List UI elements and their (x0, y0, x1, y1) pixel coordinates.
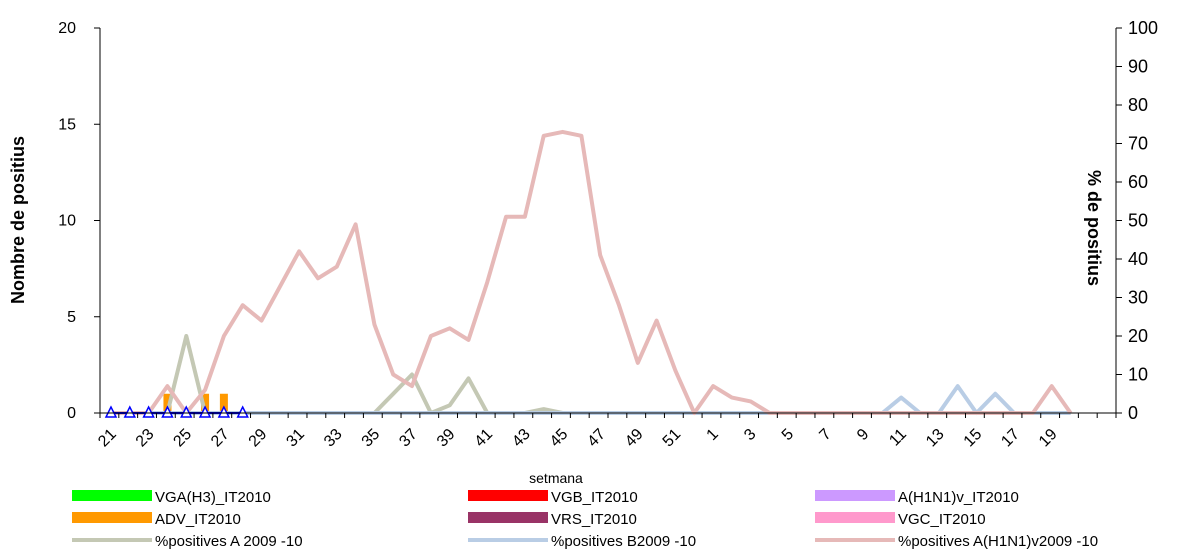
y-tick-label: 5 (67, 309, 76, 326)
y2-tick-label: 80 (1128, 95, 1148, 115)
y-axis-title: Nombre de positius (8, 136, 28, 304)
triangle-marker (217, 405, 231, 418)
line-series (111, 384, 1071, 415)
bar-ADV_IT2010 (163, 393, 172, 413)
x-tick-label: 33 (321, 426, 346, 451)
y-tick-label: 0 (67, 405, 76, 422)
y2-tick-label: 0 (1128, 403, 1138, 423)
triangle-marker (142, 405, 155, 418)
y2-tick-label: 10 (1128, 365, 1148, 385)
legend-swatch (468, 512, 548, 523)
legend-label: VGA(H3)_IT2010 (155, 489, 271, 506)
x-tick-label: 47 (584, 426, 609, 451)
legend-label: %positives A(H1N1)v2009 -10 (898, 533, 1098, 550)
y2-tick-label: 100 (1128, 18, 1158, 38)
x-tick-label: 41 (472, 426, 497, 451)
triangle-marker (161, 405, 174, 418)
x-tick-label: 29 (246, 426, 271, 451)
legend-swatch (72, 490, 152, 501)
y2-axis-title: % de positius (1084, 170, 1104, 286)
x-tick-label: 19 (1036, 426, 1061, 451)
x-tick-label: 13 (923, 426, 948, 451)
x-tick-label: 5 (779, 426, 797, 444)
x-tick-label: 7 (816, 426, 834, 444)
triangle-marker (236, 405, 249, 418)
legend-label: ADV_IT2010 (155, 511, 241, 528)
x-tick-label: 23 (133, 426, 158, 451)
x-tick-label: 21 (95, 426, 120, 451)
legend-label: VGB_IT2010 (551, 489, 638, 506)
bar-ADV_IT2010 (201, 393, 210, 413)
x-tick-label: 43 (509, 426, 534, 451)
x-axis-title: setmana (529, 470, 583, 486)
line-series (111, 334, 1071, 415)
lines-layer (111, 129, 1073, 415)
y2-ticks: 0 10 20 30 40 50 60 70 80 90 100 (1116, 18, 1158, 423)
triangle-marker (180, 405, 193, 418)
x-tick-label: 25 (170, 426, 195, 451)
triangle-marker (104, 405, 118, 418)
x-tick-label: 3 (741, 426, 759, 444)
y2-tick-label: 40 (1128, 249, 1148, 269)
y-tick-label: 15 (58, 116, 76, 133)
axes-layer (99, 28, 1117, 414)
x-tick-label: 27 (208, 426, 233, 451)
x-tick-label: 11 (886, 426, 910, 450)
legend: VGA(H3)_IT2010 VGB_IT2010 A(H1N1)v_IT2010 A… (72, 489, 1098, 550)
y2-tick-label: 30 (1128, 288, 1148, 308)
x-tick-label: 37 (396, 426, 421, 451)
x-tick-label: 39 (434, 426, 459, 451)
x-tick-label: 15 (961, 426, 986, 451)
x-ticks: 21 23 25 27 29 31 33 35 37 39 41 43 45 47 49 51 1 3 5 7 9 11 1… (95, 413, 1117, 451)
x-tick-label: 45 (547, 426, 572, 451)
y2-tick-label: 90 (1128, 57, 1148, 77)
y2-tick-label: 50 (1128, 211, 1148, 231)
x-tick-label: 51 (660, 426, 685, 451)
legend-label: %positives A 2009 -10 (155, 533, 303, 550)
y2-tick-label: 20 (1128, 326, 1148, 346)
x-tick-label: 35 (359, 426, 384, 451)
legend-swatch (468, 490, 548, 501)
legend-label: VGC_IT2010 (898, 511, 986, 528)
legend-label: %positives B2009 -10 (551, 533, 696, 550)
y-ticks: 0 5 10 15 20 (58, 20, 100, 422)
legend-label: VRS_IT2010 (551, 511, 637, 528)
x-tick-label: 9 (854, 426, 872, 444)
y-tick-label: 20 (58, 20, 76, 37)
x-tick-label: 1 (704, 426, 722, 444)
y-tick-label: 10 (58, 213, 76, 230)
legend-swatch (815, 512, 895, 523)
bars-layer (163, 393, 228, 413)
x-tick-label: 17 (998, 426, 1023, 451)
triangle-marker (123, 405, 137, 418)
y2-tick-label: 70 (1128, 134, 1148, 154)
legend-swatch (72, 512, 152, 523)
bar-ADV_IT2010 (219, 393, 228, 413)
triangle-marker (198, 405, 212, 418)
line-series (111, 129, 1073, 415)
legend-swatch (815, 490, 895, 501)
x-tick-label: 49 (622, 426, 647, 451)
y2-tick-label: 60 (1128, 172, 1148, 192)
legend-label: A(H1N1)v_IT2010 (898, 489, 1019, 506)
x-tick-label: 31 (283, 426, 308, 451)
